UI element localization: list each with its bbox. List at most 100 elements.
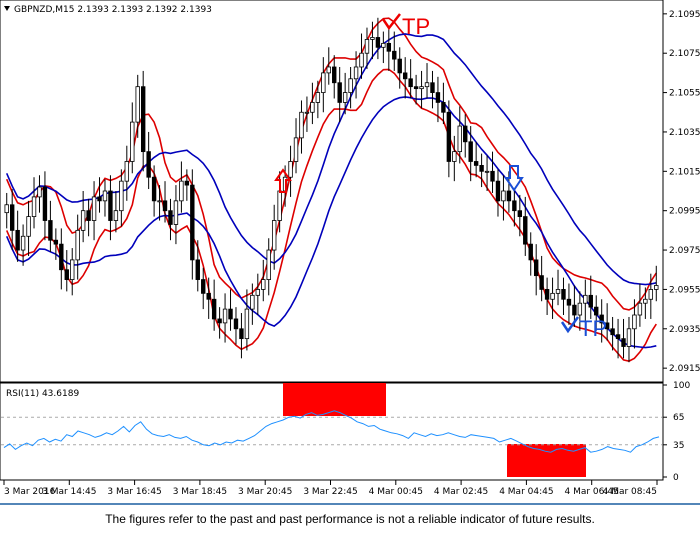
candle-body <box>9 204 15 231</box>
candle-body <box>299 111 304 139</box>
candle-body <box>86 210 91 221</box>
candle-body <box>430 82 435 93</box>
candle-body <box>80 210 86 231</box>
candle-body <box>408 78 413 88</box>
candle-body <box>621 338 626 347</box>
red-upper-band <box>5 17 657 311</box>
candle-body <box>561 289 566 300</box>
tp-label-top: TP <box>402 14 430 39</box>
candle-body <box>239 328 244 340</box>
time-tick-label: 3 Mar 16:45 <box>107 487 161 497</box>
candle-body <box>484 170 490 173</box>
candle-body <box>277 190 282 221</box>
candle-body <box>222 308 228 324</box>
candle-body <box>506 190 512 202</box>
price-axis: 2.1095 2.1075 2.1055 2.1035 2.1015 2.0995 2.09… <box>663 10 700 374</box>
sell-arrow-icon <box>504 165 524 192</box>
candle-body <box>102 190 108 202</box>
rsi-title: RSI(11) 43.6189 <box>6 389 79 399</box>
candle-body <box>402 72 408 80</box>
candle-body <box>135 86 140 123</box>
candle-body <box>4 204 9 214</box>
candle-body <box>97 196 102 202</box>
candle-body <box>53 239 59 245</box>
candle-body <box>364 39 370 54</box>
candle-body <box>173 200 179 225</box>
candle-body <box>348 78 353 93</box>
price-tick-label: 2.1055 <box>669 89 700 99</box>
candle-body <box>255 289 261 296</box>
candle-body <box>566 298 572 306</box>
rsi-tick-label: 65 <box>673 413 684 423</box>
price-tick-label: 2.0915 <box>669 364 700 374</box>
disclaimer-text: The figures refer to the past and past p… <box>105 512 595 526</box>
candle-body <box>293 137 299 162</box>
candle-body <box>544 289 550 300</box>
candle-body <box>626 328 632 347</box>
rsi-oversold-zone <box>507 444 586 477</box>
candle-body <box>250 294 255 310</box>
chart-title: GBPNZD,M15 2.1393 2.1393 2.1392 2.1393 <box>14 5 212 15</box>
candle-body <box>599 314 604 324</box>
candle-body <box>375 37 381 48</box>
time-tick-label: 3 Mar 20:45 <box>238 487 292 497</box>
candle-body <box>517 210 523 217</box>
tp-label-bottom: TP <box>579 316 607 341</box>
candle-body <box>64 269 69 280</box>
candle-body <box>648 289 654 300</box>
candle-body <box>359 52 364 68</box>
candle-body <box>353 66 359 80</box>
price-tick-label: 2.0995 <box>669 207 700 217</box>
candle-body <box>315 92 321 103</box>
candle-body <box>31 196 37 217</box>
candle-body <box>326 66 331 74</box>
blue-envelope-bands <box>5 33 657 349</box>
candle-body <box>119 180 124 212</box>
candle-body <box>397 58 402 74</box>
candle-body <box>452 151 457 162</box>
candle-body <box>342 92 348 103</box>
red-envelope-bands <box>5 17 657 362</box>
candle-body <box>26 216 31 237</box>
candle-body <box>162 200 168 212</box>
price-pane: 2.1095 2.1075 2.1055 2.1035 2.1015 2.0995 2.09… <box>0 0 700 383</box>
candle-body <box>501 190 506 202</box>
price-tick-label: 2.1095 <box>669 10 700 20</box>
rsi-pane: 100 65 35 0 RSI(11) 43.6189 <box>0 381 690 483</box>
candle-body <box>266 249 271 280</box>
time-tick-label: 4 Mar 04:45 <box>499 487 553 497</box>
candle-body <box>539 275 544 290</box>
time-tick-label: 4 Mar 00:45 <box>369 487 423 497</box>
price-tick-label: 2.0975 <box>669 246 700 256</box>
candle-body <box>15 229 20 251</box>
candle-body <box>577 302 583 316</box>
candle-body <box>261 279 266 290</box>
candle-body <box>130 121 135 162</box>
candle-body <box>419 86 424 90</box>
candle-body <box>195 259 200 280</box>
time-tick-label: 3 Mar 22:45 <box>303 487 357 497</box>
candle-body <box>528 243 533 261</box>
forex-chart: 2.1095 2.1075 2.1055 2.1035 2.1015 2.0995 2.09… <box>0 0 700 505</box>
chevron-down-icon[interactable] <box>4 6 10 11</box>
candle-body <box>310 102 315 113</box>
candle-body <box>271 220 277 251</box>
buy-arrow-icon <box>274 168 292 193</box>
candle-body <box>151 176 157 202</box>
candle-body <box>190 184 195 261</box>
candle-body <box>413 86 419 90</box>
time-tick-label: 4 Mar 02:45 <box>434 487 488 497</box>
blue-upper-band <box>5 33 657 286</box>
candle-body <box>594 306 599 316</box>
time-tick-label: 3 Mar 2016 <box>4 487 56 497</box>
candle-body <box>184 180 190 186</box>
candle-body <box>468 141 473 162</box>
candle-body <box>48 220 53 241</box>
candle-body <box>572 304 577 316</box>
price-tick-label: 2.1015 <box>669 167 700 177</box>
candle-body <box>20 235 26 251</box>
candle-body <box>91 196 97 221</box>
candle-body <box>211 298 217 320</box>
price-tick-label: 2.0955 <box>669 285 700 295</box>
